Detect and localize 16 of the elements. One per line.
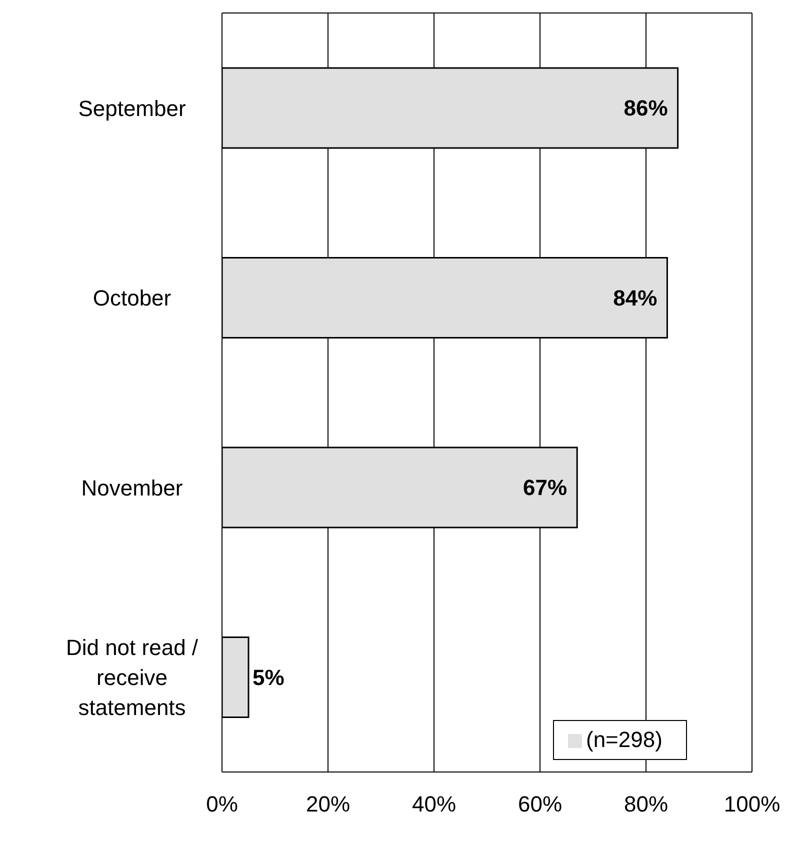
data-label: 67%: [523, 475, 568, 500]
x-tick-label: 20%: [306, 792, 350, 817]
y-tick-label: September: [78, 95, 186, 120]
x-tick-label: 40%: [412, 792, 456, 817]
y-tick-label: Did not read / receive statements: [66, 634, 199, 720]
x-tick-label: 80%: [624, 792, 668, 817]
data-label: 86%: [624, 96, 668, 121]
legend-label: (n=298): [586, 727, 662, 752]
bar: [222, 636, 250, 718]
data-label: 5%: [252, 664, 284, 690]
x-tick-label: 0%: [206, 792, 238, 817]
y-tick-label: November: [81, 474, 183, 500]
y-tick-label: October: [92, 285, 172, 310]
x-tick-label: 100%: [724, 792, 780, 817]
x-tick-label: 60%: [518, 792, 562, 817]
data-label: 84%: [613, 285, 658, 310]
